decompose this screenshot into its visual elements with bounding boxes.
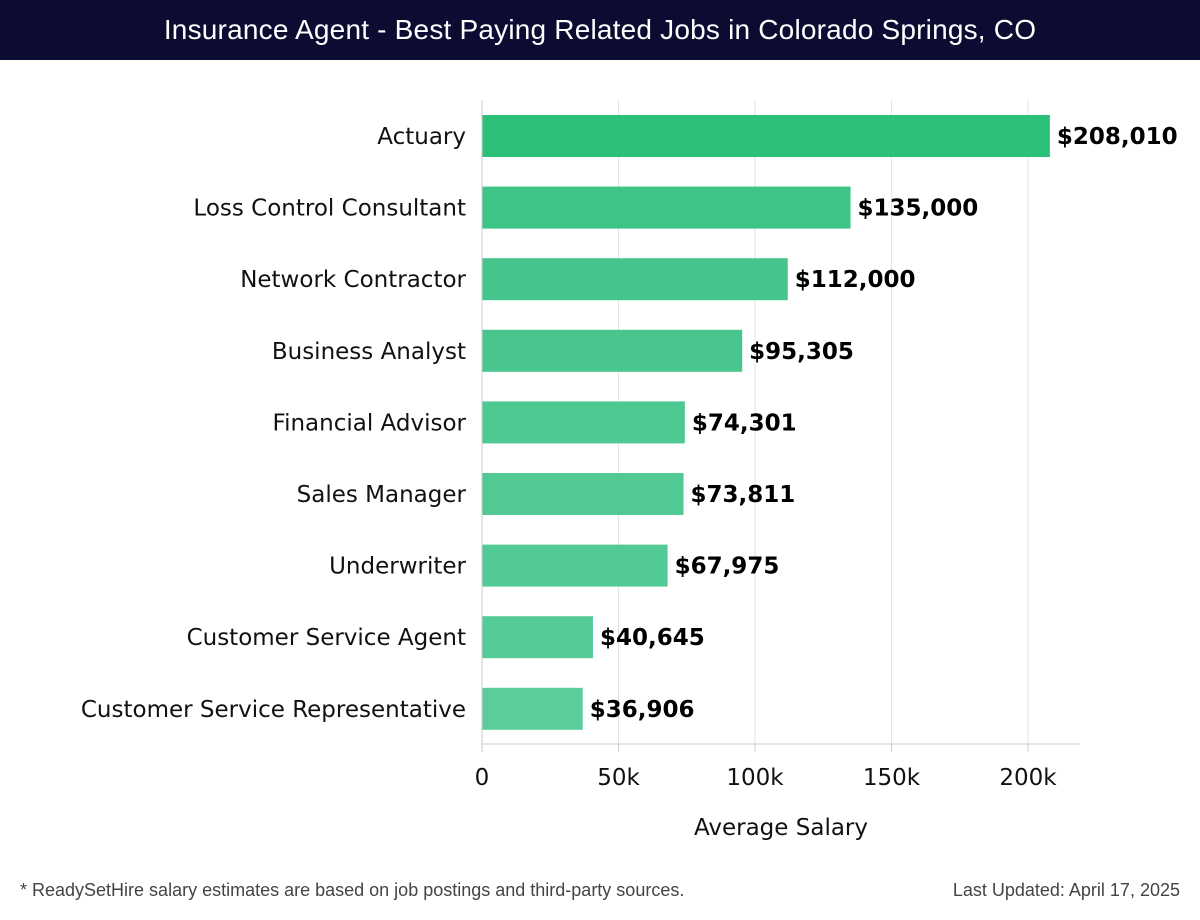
tick-labels: 0 50k 100k 150k 200k: [475, 744, 1057, 791]
category-labels: Actuary Loss Control Consultant Network Co…: [81, 124, 467, 723]
x-tick-label: 200k: [999, 765, 1057, 791]
last-updated: Last Updated: April 17, 2025: [952, 880, 1180, 900]
value-label: $73,811: [691, 482, 796, 508]
bar: [482, 329, 743, 372]
bar: [482, 616, 593, 659]
bar: [482, 115, 1050, 157]
category-label: Loss Control Consultant: [193, 196, 466, 222]
bar: [482, 186, 851, 229]
chart-title: Insurance Agent - Best Paying Related Jo…: [0, 0, 1200, 60]
x-tick-label: 100k: [726, 765, 784, 791]
bar: [482, 258, 788, 301]
category-label: Underwriter: [329, 554, 466, 580]
category-label: Business Analyst: [272, 339, 466, 365]
bar: [482, 401, 685, 444]
category-label: Customer Service Agent: [187, 625, 466, 651]
x-axis: [481, 100, 1080, 745]
bar: [482, 544, 668, 587]
value-label: $135,000: [858, 196, 979, 222]
value-label: $112,000: [795, 267, 916, 293]
value-label: $208,010: [1057, 124, 1178, 150]
bar: [482, 687, 583, 730]
bar: [482, 473, 684, 515]
x-axis-title: Average Salary: [694, 815, 868, 841]
value-labels: $208,010 $135,000 $112,000 $95,305 $74,301 $7…: [590, 124, 1178, 723]
x-tick-label: 50k: [597, 765, 640, 791]
value-label: $95,305: [749, 339, 854, 365]
x-tick-label: 0: [475, 765, 490, 791]
salary-bar-chart: Actuary Loss Control Consultant Network Co…: [81, 100, 1178, 841]
category-label: Sales Manager: [297, 482, 467, 508]
value-label: $74,301: [692, 410, 797, 436]
value-label: $36,906: [590, 697, 695, 723]
bars: [482, 115, 1050, 730]
category-label: Financial Advisor: [273, 410, 467, 436]
value-label: $40,645: [600, 625, 705, 651]
x-tick-label: 150k: [863, 765, 921, 791]
value-label: $67,975: [675, 554, 780, 580]
footer-note: * ReadySetHire salary estimates are base…: [20, 880, 685, 900]
category-label: Actuary: [377, 124, 466, 150]
category-label: Customer Service Representative: [81, 697, 466, 723]
category-label: Network Contractor: [240, 267, 466, 293]
